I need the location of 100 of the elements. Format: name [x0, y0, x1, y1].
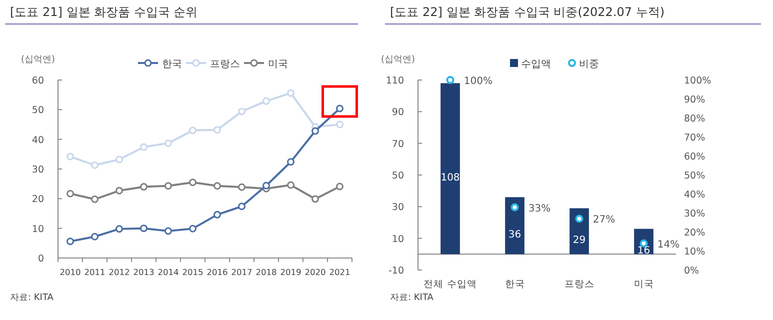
point	[312, 127, 319, 135]
point	[140, 224, 148, 232]
point	[238, 202, 246, 210]
y-tick-label: 20	[32, 194, 44, 206]
point	[66, 238, 74, 246]
y-axis-title: (십억엔)	[20, 55, 56, 65]
point	[510, 203, 519, 212]
data-label: 36	[508, 230, 522, 241]
y2-tick-label: 50%	[684, 170, 706, 182]
y2-tick-label: 10%	[684, 246, 706, 258]
text: 자료: KITA	[390, 293, 434, 303]
point	[214, 182, 221, 190]
y-tick-label: 70	[392, 138, 404, 150]
point	[262, 97, 270, 105]
data-label: 33%	[528, 203, 551, 214]
data-label: 14%	[657, 239, 680, 250]
x-tick-label: 2020	[304, 267, 326, 277]
point	[116, 225, 123, 233]
point	[189, 224, 196, 232]
point	[214, 126, 221, 134]
point	[91, 196, 98, 204]
y-tick-label: 10	[392, 234, 404, 245]
x-tick-label: 2013	[133, 267, 154, 277]
point	[91, 232, 98, 240]
point	[164, 227, 172, 235]
y2-tick-label: 80%	[684, 114, 706, 124]
point	[336, 104, 344, 112]
y2-tick-label: 30%	[684, 208, 706, 220]
y-tick-label: 40	[32, 134, 44, 146]
point	[287, 181, 294, 189]
point	[140, 143, 148, 151]
y-tick-label: 30	[392, 202, 404, 214]
y-tick-label: 50	[32, 105, 44, 116]
y-tick-label: 30	[32, 164, 44, 176]
data-label: 27%	[592, 214, 616, 226]
y2-tick-label: 40%	[684, 190, 706, 200]
data-label: 29	[572, 235, 586, 246]
point	[238, 108, 246, 116]
x-tick-label: 한국	[504, 279, 525, 290]
y-tick-label: 0	[38, 254, 44, 264]
y-tick-label: 110	[386, 76, 404, 86]
point	[262, 182, 270, 190]
point	[575, 214, 584, 223]
point	[164, 139, 172, 147]
y2-tick-label: 100%	[684, 76, 712, 86]
x-tick-label: 2018	[256, 267, 277, 277]
bar	[505, 197, 524, 254]
legend-label: 미국	[268, 59, 288, 70]
y2-tick-label: 20%	[684, 228, 706, 238]
y2-tick-label: 0%	[684, 266, 700, 276]
y-tick-label: 10	[32, 224, 44, 235]
point	[116, 186, 123, 194]
point	[164, 182, 172, 190]
x-tick-label: 미국	[634, 279, 654, 290]
legend-label: 프랑스	[210, 59, 240, 70]
point	[446, 76, 454, 84]
x-tick-label: 2019	[280, 267, 302, 277]
y2-tick-label: 60%	[684, 152, 706, 162]
point	[66, 152, 74, 160]
point	[287, 158, 294, 166]
data-label: 16	[637, 246, 650, 256]
point	[336, 182, 344, 190]
x-tick-label: 2014	[158, 267, 179, 277]
x-tick-label: 2012	[108, 267, 130, 277]
y-tick-label: 50	[392, 170, 404, 182]
y-tick-label: 60	[32, 76, 44, 86]
point	[238, 183, 246, 191]
data-label: 108	[440, 172, 460, 184]
x-tick-label: 2015	[182, 267, 204, 277]
y-tick-label: 90	[392, 107, 404, 118]
point	[214, 210, 221, 218]
y2-tick-label: 90%	[684, 94, 706, 106]
point	[312, 195, 319, 203]
legend-label: 수입액	[521, 59, 551, 70]
point	[336, 120, 344, 128]
x-tick-label: 2010	[60, 267, 81, 277]
x-tick-label: 2021	[329, 267, 350, 277]
x-tick-label: 2017	[231, 267, 252, 277]
x-tick-label: 프랑스	[564, 279, 594, 290]
point	[189, 126, 196, 134]
legend-label: 한국	[162, 59, 182, 70]
x-tick-label: 전체 수입액	[424, 279, 477, 290]
x-tick-label: 2011	[84, 267, 106, 277]
text: 자료: KITA	[10, 293, 54, 303]
point	[66, 190, 74, 198]
data-label: 100%	[464, 76, 493, 87]
chart-title: [도표 21] 일본 화장품 수입국 순위	[10, 5, 198, 19]
y2-tick-label: 70%	[684, 132, 706, 144]
chart-title: [도표 22] 일본 화장품 수입국 비중(2022.07 누적)	[390, 5, 665, 19]
legend-label: 비중	[579, 59, 599, 70]
point	[140, 183, 148, 191]
point	[116, 156, 123, 164]
point	[91, 161, 98, 169]
point	[189, 178, 196, 186]
point	[287, 89, 294, 97]
bar	[440, 83, 460, 254]
y-tick-label: -10	[388, 266, 404, 276]
y-axis-title: (십억엔)	[380, 55, 416, 65]
x-tick-label: 2016	[206, 267, 228, 277]
bar	[570, 208, 589, 254]
